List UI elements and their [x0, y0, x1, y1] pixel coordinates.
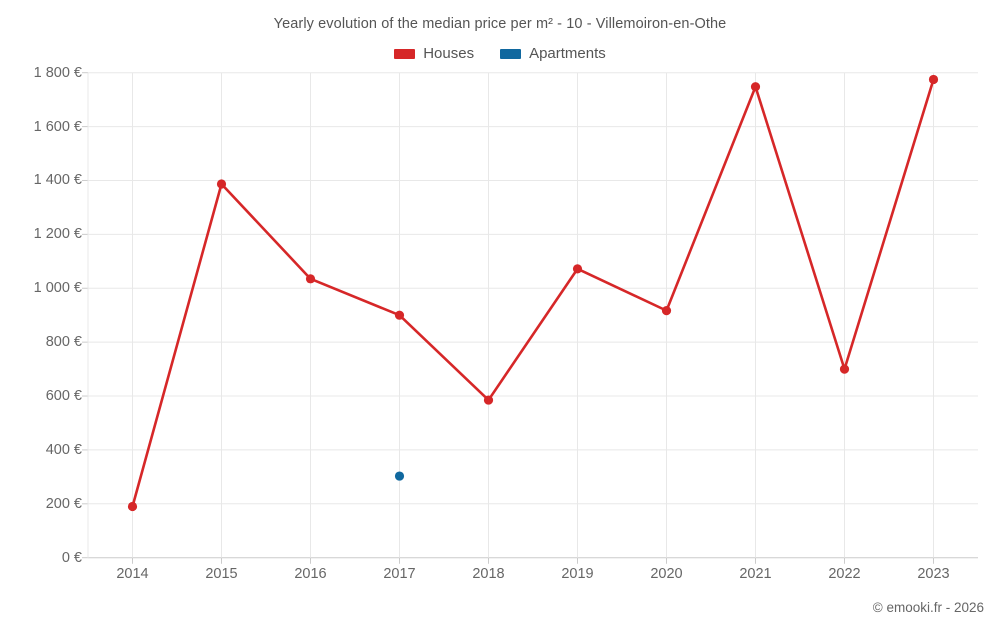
- data-point-houses-2019[interactable]: [572, 264, 583, 274]
- legend-label-houses: Houses: [423, 45, 475, 62]
- series-line-houses: [131, 78, 935, 508]
- x-axis-tick-label-2018: 2018: [472, 566, 505, 582]
- data-point-houses-2021[interactable]: [750, 82, 761, 92]
- legend-swatch-houses: [394, 48, 416, 59]
- y-axis-tick-label: 1 000 €: [33, 280, 82, 297]
- data-point-houses-2014[interactable]: [127, 501, 138, 512]
- legend-label-apartments: Apartments: [529, 45, 606, 62]
- y-axis-labels: 0 € 200 € 400 € 600 € 800 € 1 000 € 1 200 € 1 4…: [0, 0, 82, 625]
- x-axis-tick-label-2015: 2015: [205, 566, 238, 582]
- x-axis-tick-label-2014: 2014: [116, 566, 149, 582]
- y-axis-tick-label: 600 €: [45, 388, 82, 405]
- legend-item-apartments[interactable]: Apartments: [500, 45, 606, 62]
- data-point-houses-2023[interactable]: [928, 74, 939, 85]
- data-point-apartments-2017[interactable]: [394, 471, 405, 481]
- data-point-houses-2020[interactable]: [661, 306, 672, 316]
- data-point-houses-2015[interactable]: [216, 179, 227, 189]
- x-axis-tick-label-2016: 2016: [294, 566, 327, 582]
- x-axis-tick-label-2017: 2017: [383, 566, 416, 582]
- x-axis-tick-label-2021: 2021: [739, 566, 772, 582]
- y-axis-tick-label: 200 €: [45, 495, 82, 512]
- y-axis-tick-label: 400 €: [45, 441, 82, 458]
- y-axis-tick-label: 0 €: [61, 549, 82, 566]
- data-point-houses-2018[interactable]: [483, 395, 494, 405]
- data-point-houses-2022[interactable]: [839, 364, 850, 374]
- data-point-houses-2016[interactable]: [305, 274, 316, 284]
- y-axis-tick-label: 1 200 €: [33, 226, 82, 243]
- y-axis-tick-label: 1 800 €: [33, 64, 82, 81]
- data-point-houses-2017[interactable]: [394, 310, 405, 320]
- x-axis-tick-label-2019: 2019: [561, 566, 594, 582]
- y-axis-tick-label: 1 600 €: [33, 118, 82, 135]
- chart-title: Yearly evolution of the median price per…: [273, 16, 727, 32]
- y-axis-tick-label: 800 €: [45, 334, 82, 351]
- chart-legend: Houses Apartments: [0, 45, 1000, 62]
- x-axis-tick-label-2023: 2023: [917, 566, 950, 582]
- copyright-footer: © emooki.fr - 2026: [872, 600, 984, 615]
- x-axis-tick-label-2022: 2022: [828, 566, 861, 582]
- legend-item-houses[interactable]: Houses: [394, 45, 474, 62]
- x-axis-tick-label-2020: 2020: [650, 566, 683, 582]
- y-axis-tick-label: 1 400 €: [33, 172, 82, 189]
- legend-swatch-apartments: [500, 48, 522, 59]
